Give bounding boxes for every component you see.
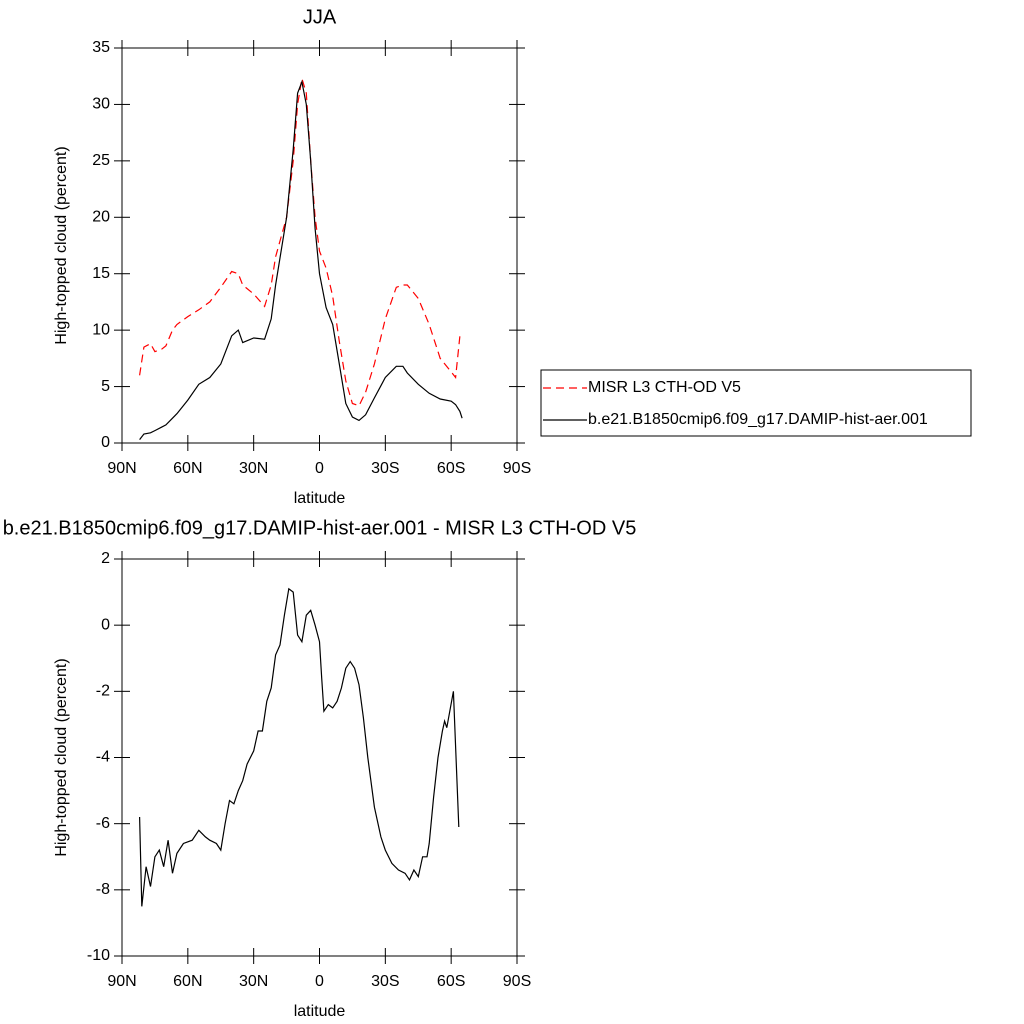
y-tick-label: 20 <box>92 209 110 226</box>
legend-label: MISR L3 CTH-OD V5 <box>588 379 741 396</box>
x-tick-label: 90S <box>503 460 531 477</box>
x-tick-label: 60N <box>173 460 202 477</box>
data-line <box>139 79 463 440</box>
data-line <box>139 78 461 407</box>
y-tick-label: -2 <box>96 683 110 700</box>
x-tick-label: 30N <box>239 973 268 990</box>
y-tick-label: 0 <box>101 434 110 451</box>
y-tick-label: 35 <box>92 39 110 56</box>
x-tick-label: 30S <box>371 460 399 477</box>
y-tick-label: 5 <box>101 378 110 395</box>
chart-title: b.e21.B1850cmip6.f09_g17.DAMIP-hist-aer.… <box>3 517 637 539</box>
y-axis-label: High-topped cloud (percent) <box>53 146 70 344</box>
y-tick-label: 25 <box>92 152 110 169</box>
y-tick-label: -6 <box>96 815 110 832</box>
x-tick-label: 30S <box>371 973 399 990</box>
y-tick-label: -8 <box>96 881 110 898</box>
y-tick-label: 10 <box>92 321 110 338</box>
y-tick-label: -10 <box>87 947 110 964</box>
y-tick-label: 2 <box>101 550 110 567</box>
x-tick-label: 90S <box>503 973 531 990</box>
x-tick-label: 0 <box>315 460 324 477</box>
x-tick-label: 60S <box>437 460 465 477</box>
x-axis-label: latitude <box>294 1003 346 1020</box>
legend-box <box>540 369 972 437</box>
x-tick-label: 60N <box>173 973 202 990</box>
y-axis-label: High-topped cloud (percent) <box>53 658 70 856</box>
y-tick-label: 15 <box>92 265 110 282</box>
x-tick-label: 90N <box>107 460 136 477</box>
chart-title: JJA <box>303 6 337 28</box>
plot-frame <box>121 558 518 957</box>
x-tick-label: 30N <box>239 460 268 477</box>
legend-label: b.e21.B1850cmip6.f09_g17.DAMIP-hist-aer.… <box>588 411 928 428</box>
x-tick-label: 90N <box>107 973 136 990</box>
plot-frame <box>121 47 518 444</box>
y-tick-label: -4 <box>96 749 110 766</box>
x-tick-label: 0 <box>315 973 324 990</box>
x-axis-label: latitude <box>294 490 346 507</box>
x-tick-label: 60S <box>437 973 465 990</box>
data-line <box>139 587 460 907</box>
y-tick-label: 0 <box>101 616 110 633</box>
y-tick-label: 30 <box>92 96 110 113</box>
